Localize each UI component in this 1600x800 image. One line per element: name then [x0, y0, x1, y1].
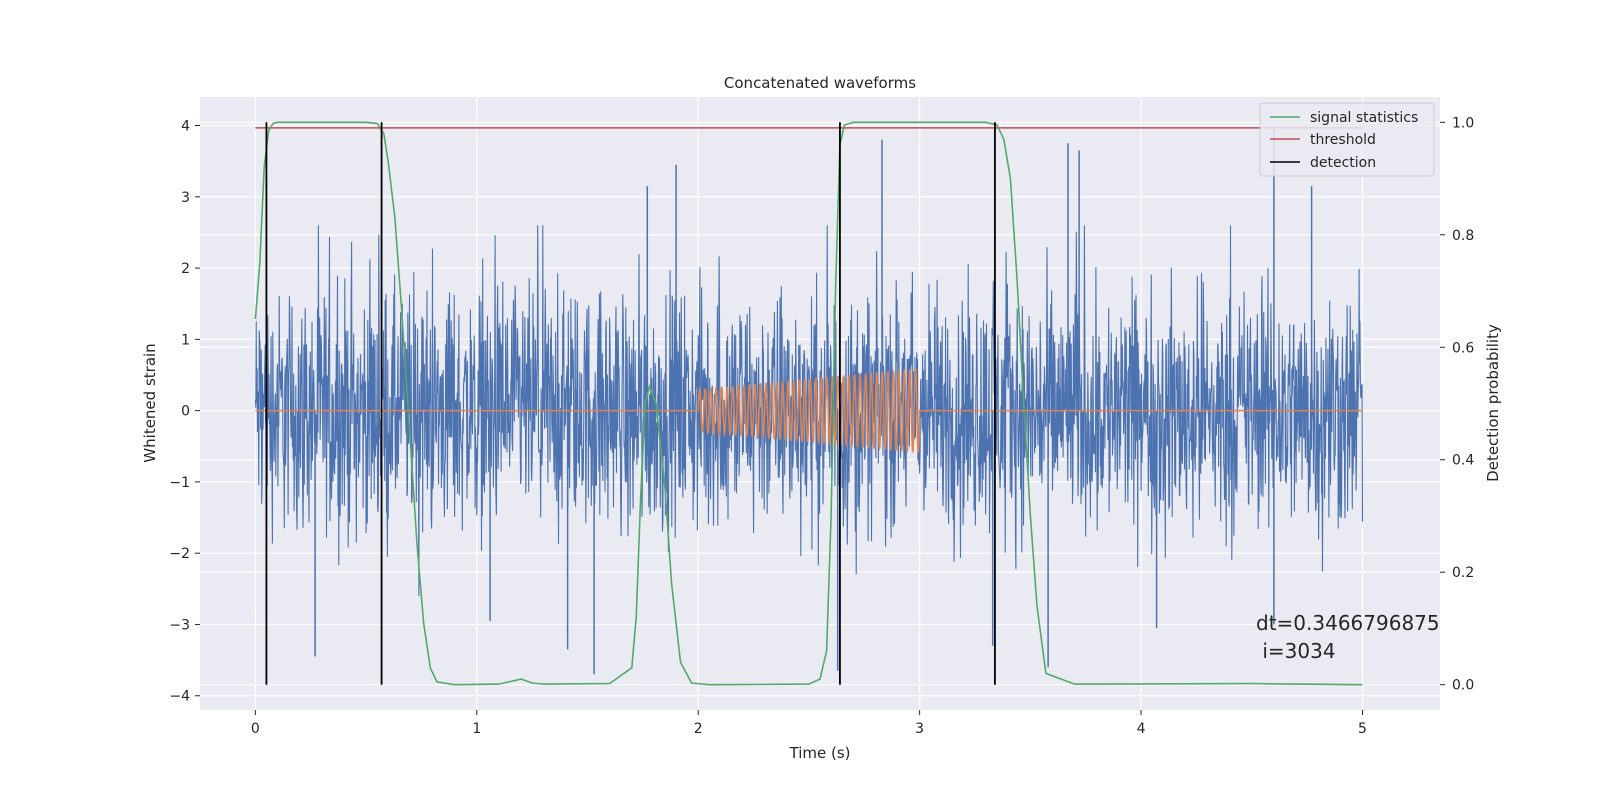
- y-tick-label: 1: [181, 332, 190, 348]
- ticks: 0 1 2 3 4 5 −4 −3 −2 −1 0 1 2 3 4 0.0 0.2 0.4 0.6 0.8 1.0: [169, 115, 1474, 737]
- legend-label-signal-statistics: signal statistics: [1310, 110, 1418, 126]
- y2-tick-label: 0.4: [1452, 453, 1474, 469]
- y2-tick-label: 1.0: [1452, 115, 1474, 131]
- y2-tick-label: 0.2: [1452, 565, 1474, 581]
- y2-tick-label: 0.6: [1452, 340, 1474, 356]
- y-tick-label: −4: [169, 689, 190, 705]
- y2-tick-label: 0.8: [1452, 228, 1474, 244]
- y-tick-label: 3: [181, 190, 190, 206]
- annotation-dt: dt=0.3466796875: [1256, 611, 1440, 635]
- y-tick-label: 2: [181, 261, 190, 277]
- x-tick-label: 5: [1358, 721, 1367, 737]
- y-tick-label: −1: [169, 475, 190, 491]
- strain-line: [254, 225, 1364, 597]
- y-tick-label: 0: [181, 404, 190, 420]
- y-tick-label: −3: [169, 617, 190, 633]
- legend-label-threshold: threshold: [1310, 132, 1376, 148]
- y-tick-label: 4: [181, 119, 190, 135]
- x-tick-label: 0: [251, 721, 260, 737]
- chart-title: Concatenated waveforms: [724, 74, 916, 92]
- legend-label-detection: detection: [1310, 155, 1376, 171]
- legend-box: [1259, 102, 1435, 177]
- signal-statistics-line: [254, 121, 1363, 686]
- y2-tick-label: 0.0: [1452, 678, 1474, 694]
- x-tick-label: 4: [1137, 721, 1146, 737]
- annotation-i: i=3034: [1256, 639, 1336, 663]
- injected-waveform-line: [255, 368, 1363, 454]
- legend: signal statistics threshold detection: [1259, 102, 1435, 177]
- y-axis-label: Whitened strain: [141, 343, 159, 462]
- x-axis-label: Time (s): [789, 744, 851, 762]
- x-tick-label: 1: [472, 721, 481, 737]
- series-layer: [254, 121, 1364, 686]
- y2-axis-label: Detection probability: [1484, 324, 1502, 482]
- x-tick-label: 2: [694, 721, 703, 737]
- x-tick-label: 3: [915, 721, 924, 737]
- y-tick-label: −2: [169, 546, 190, 562]
